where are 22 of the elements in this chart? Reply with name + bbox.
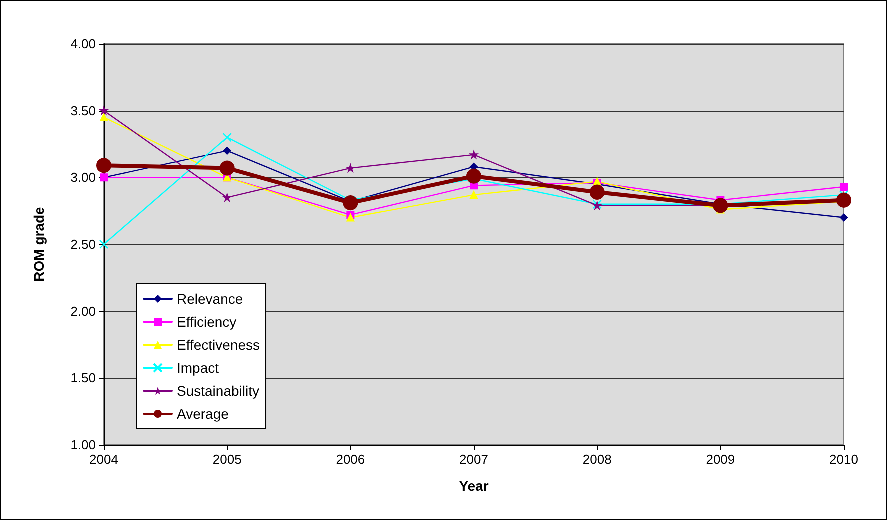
y-tick-label: 2.50 — [70, 237, 96, 252]
y-tick-label: 3.00 — [70, 170, 96, 186]
y-tick-label: 1.50 — [70, 370, 96, 386]
legend-label: Average — [177, 406, 230, 422]
legend-label: Sustainability — [177, 383, 260, 399]
legend-label: Relevance — [177, 291, 244, 307]
legend-label: Impact — [177, 360, 220, 376]
y-tick-label: 3.50 — [70, 103, 96, 118]
x-tick-label: 2004 — [90, 452, 118, 467]
y-axis-title: ROM grade — [31, 206, 47, 282]
y-tick-label: 4.00 — [70, 36, 96, 52]
x-tick-label: 2008 — [582, 452, 612, 467]
x-axis-title: Year — [459, 478, 490, 494]
y-tick-label: 2.00 — [70, 304, 96, 319]
x-tick-label: 2009 — [706, 452, 736, 467]
y-tick-label: 1.00 — [70, 438, 96, 452]
legend-label: Efficiency — [177, 314, 237, 330]
legend-label: Effectiveness — [177, 337, 260, 353]
x-tick-label: 2005 — [212, 452, 242, 467]
x-tick-label: 2007 — [460, 452, 488, 467]
x-tick-label: 2006 — [336, 452, 366, 467]
x-tick-label: 2010 — [830, 452, 858, 467]
